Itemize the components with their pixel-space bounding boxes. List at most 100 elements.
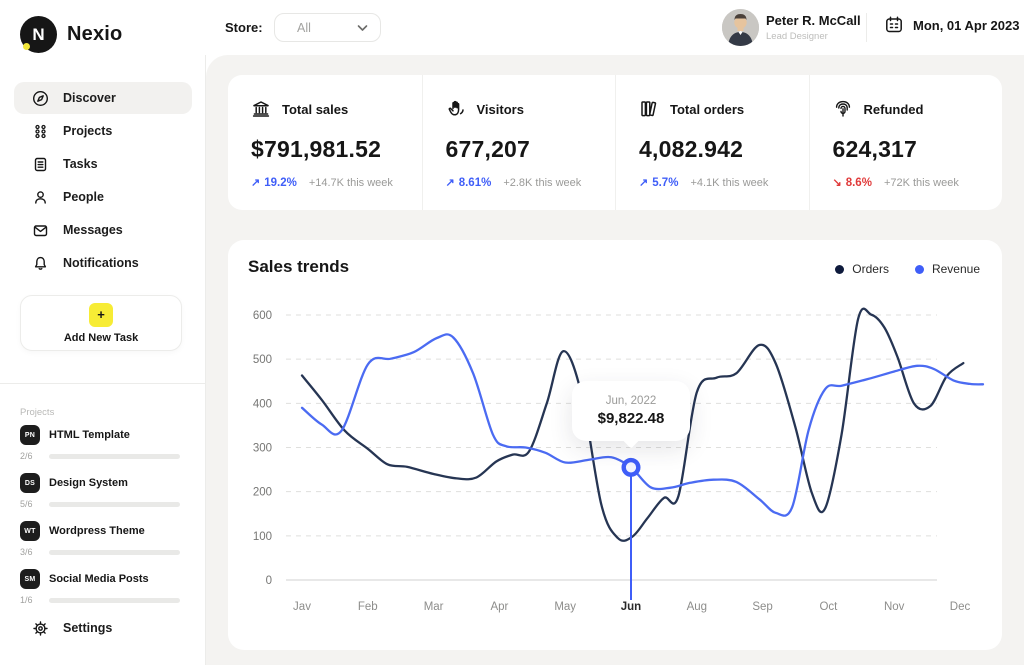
brand-logo-icon: N	[20, 16, 57, 53]
sidebar-item-label: People	[63, 190, 104, 204]
sidebar: N Nexio Discover Projects	[0, 0, 206, 665]
settings-section: Settings	[14, 612, 192, 645]
svg-text:May: May	[554, 601, 576, 613]
project-badge: SM	[20, 569, 40, 589]
books-icon	[641, 101, 657, 117]
project-item[interactable]: WT Wordpress Theme 3/6	[20, 521, 180, 557]
chart-plot-area[interactable]: 0 100 200 300 400 500 600 Jav Feb Mar Apr May Jun Aug…	[242, 307, 985, 623]
sales-trends-card: Sales trends Orders Revenue 0 100 200 300 40…	[228, 240, 1002, 650]
project-progressbar	[49, 549, 180, 555]
project-badge: WT	[20, 521, 40, 541]
trend-percent: 8.6%	[845, 177, 872, 189]
logo-dot	[23, 43, 30, 50]
project-fraction: 2/6	[20, 451, 33, 461]
projects-section-label: Projects	[20, 407, 55, 418]
svg-text:0: 0	[266, 575, 272, 587]
sidebar-item-messages[interactable]: Messages	[14, 214, 192, 246]
project-item[interactable]: PN HTML Template 2/6	[20, 425, 180, 461]
stat-label: Total orders	[670, 101, 745, 117]
compass-icon	[32, 90, 49, 106]
person-icon	[35, 190, 46, 204]
trend-percent: 8.61%	[458, 177, 492, 189]
document-icon	[34, 157, 47, 171]
add-task-label: Add New Task	[63, 331, 139, 344]
trend-note: +2.8K this week	[503, 177, 582, 189]
sidebar-border	[205, 55, 206, 665]
trend-percent: 19.2%	[264, 177, 297, 189]
sidebar-item-label: Notifications	[63, 256, 139, 270]
project-badge: DS	[20, 473, 40, 493]
project-progressbar	[49, 453, 180, 459]
orders-dot-icon	[835, 264, 845, 274]
legend-label: Revenue	[931, 262, 980, 276]
sidebar-nav: Discover Projects Tasks	[14, 82, 192, 280]
hand-wave-icon	[448, 100, 464, 116]
sidebar-item-discover[interactable]: Discover	[14, 82, 192, 114]
trend-up-icon: ↗	[445, 177, 455, 189]
envelope-icon	[33, 224, 48, 236]
store-label: Store:	[225, 20, 263, 35]
topbar-divider	[866, 13, 867, 42]
avatar[interactable]	[722, 9, 759, 46]
svg-text:Feb: Feb	[358, 601, 378, 613]
store-select[interactable]: All	[274, 13, 381, 42]
svg-text:200: 200	[253, 487, 272, 499]
project-fraction: 3/6	[20, 547, 33, 557]
stat-label: Total sales	[282, 101, 349, 117]
stat-total-orders: Total orders 4,082.942 ↗ 5.7% +4.1K this…	[615, 75, 809, 210]
avatar-photo	[722, 9, 759, 46]
sidebar-item-tasks[interactable]: Tasks	[14, 148, 192, 180]
legend-revenue[interactable]: Revenue	[914, 262, 980, 276]
plus-icon: +	[89, 302, 113, 327]
calendar-icon	[886, 16, 902, 33]
fingerprint-icon	[835, 100, 850, 117]
project-name: HTML Template	[49, 429, 130, 441]
trend-down-icon: ↘	[832, 177, 842, 189]
trend-note: +4.1K this week	[690, 177, 769, 189]
project-name: Wordpress Theme	[49, 525, 145, 537]
legend-orders[interactable]: Orders	[835, 262, 889, 276]
project-item[interactable]: DS Design System 5/6	[20, 473, 180, 509]
svg-text:300: 300	[253, 443, 272, 455]
svg-text:Apr: Apr	[490, 601, 508, 613]
sidebar-item-label: Tasks	[63, 157, 98, 171]
main-panel: Total sales $791,981.52 ↗ 19.2% +14.7K t…	[206, 55, 1024, 665]
user-name: Peter R. McCall	[766, 13, 861, 28]
sidebar-item-notifications[interactable]: Notifications	[14, 247, 192, 279]
svg-text:Jav: Jav	[293, 601, 311, 613]
stat-total-sales: Total sales $791,981.52 ↗ 19.2% +14.7K t…	[228, 75, 422, 210]
project-item[interactable]: SM Social Media Posts 1/6	[20, 569, 180, 605]
stat-visitors: Visitors 677,207 ↗ 8.61% +2.8K this week	[421, 75, 616, 210]
trend-up-icon: ↗	[639, 177, 649, 189]
sidebar-item-projects[interactable]: Projects	[14, 115, 192, 147]
trend-note: +14.7K this week	[308, 177, 393, 189]
svg-text:Jun: Jun	[621, 601, 641, 613]
stat-value: $791,981.52	[251, 136, 382, 162]
gear-icon	[33, 620, 48, 636]
svg-text:Mar: Mar	[424, 601, 444, 613]
stat-label: Visitors	[476, 101, 524, 117]
bell-icon	[34, 256, 47, 270]
sidebar-item-people[interactable]: People	[14, 181, 192, 213]
stats-card: Total sales $791,981.52 ↗ 19.2% +14.7K t…	[228, 75, 1002, 210]
svg-text:Oct: Oct	[819, 601, 838, 613]
chart-tooltip: Jun, 2022 $9,822.48	[572, 381, 690, 449]
add-new-task-button[interactable]: + Add New Task	[20, 295, 182, 351]
tooltip-value: $9,822.48	[597, 410, 665, 427]
sidebar-item-label: Messages	[63, 223, 123, 237]
date-display[interactable]: Mon, 01 Apr 2023	[884, 15, 1019, 35]
sidebar-item-settings[interactable]: Settings	[14, 612, 192, 644]
project-badge: PN	[20, 425, 40, 445]
project-fraction: 5/6	[20, 499, 33, 509]
project-progressbar	[49, 597, 180, 603]
stat-value: 677,207	[445, 136, 531, 162]
project-name: Social Media Posts	[49, 573, 149, 585]
date-text: Mon, 01 Apr 2023	[913, 17, 1020, 33]
sidebar-divider	[0, 383, 206, 384]
stat-refunded: Refunded 624,317 ↘ 8.6% +72K this week	[808, 75, 1003, 210]
svg-text:500: 500	[253, 354, 272, 366]
brand[interactable]: N Nexio	[20, 16, 122, 53]
project-name: Design System	[49, 477, 128, 489]
svg-text:100: 100	[253, 531, 272, 543]
